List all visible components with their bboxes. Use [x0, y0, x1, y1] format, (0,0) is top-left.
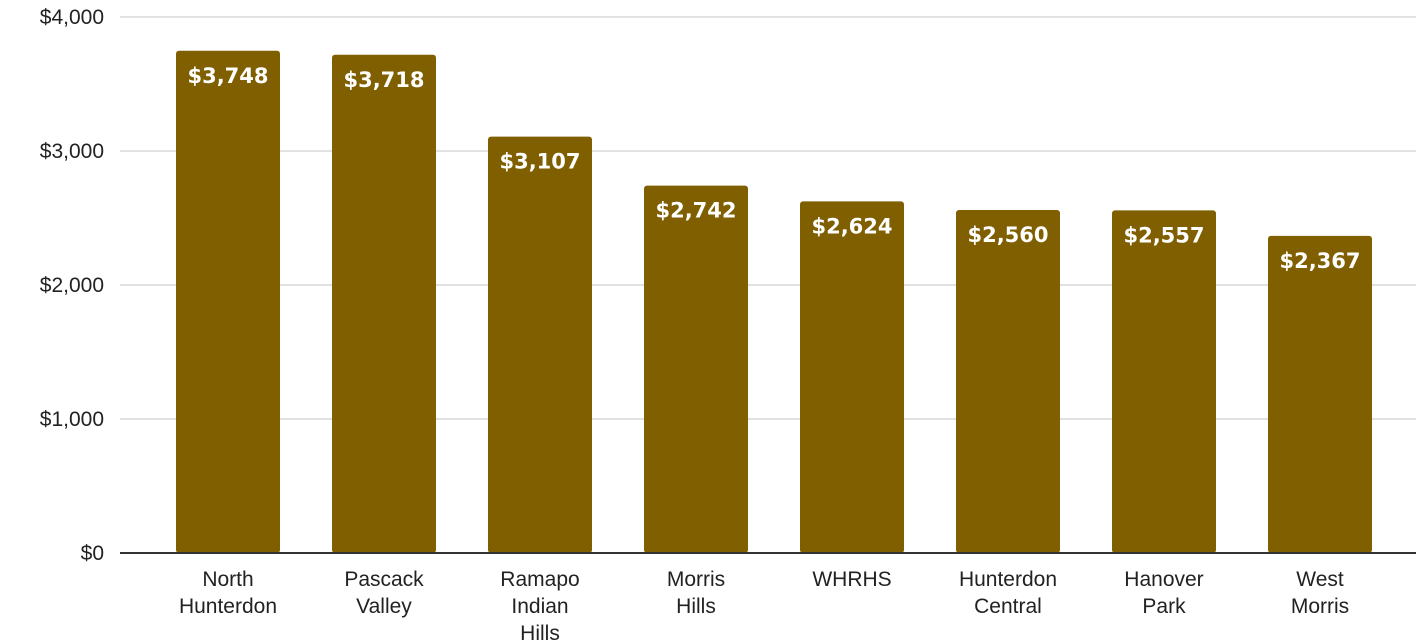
- gridlines: [120, 16, 1416, 420]
- bar: [956, 209, 1060, 553]
- bar: [488, 136, 592, 554]
- x-tick-label-line: Hills: [676, 595, 716, 618]
- x-tick-label: WHRHS: [812, 568, 891, 591]
- x-tick-label-line: WHRHS: [812, 568, 891, 591]
- data-label: $2,557: [1123, 223, 1204, 247]
- y-tick-label: $2,000: [40, 274, 104, 297]
- x-tick-label-line: Indian: [511, 595, 568, 618]
- x-tick-label: Hanover Park: [1124, 568, 1203, 618]
- x-axis-labels: North Hunterdon Pascack Valley Ramapo Indian H…: [179, 568, 1349, 644]
- x-tick-label-line: Hunterdon: [179, 595, 277, 618]
- x-tick-label-line: Ramapo: [500, 568, 579, 591]
- data-label: $2,742: [655, 199, 736, 223]
- bar: [176, 50, 280, 553]
- x-tick-label-line: Park: [1142, 595, 1186, 618]
- x-tick-label-line: Central: [974, 595, 1042, 618]
- data-label: $2,560: [967, 223, 1048, 247]
- bar: [1112, 210, 1216, 553]
- x-tick-label-line: North: [202, 568, 253, 591]
- y-axis-ticks: $0 $1,000 $2,000 $3,000 $4,000: [40, 6, 104, 565]
- y-tick-label: $3,000: [40, 140, 104, 163]
- x-tick-label-line: Hunterdon: [959, 568, 1057, 591]
- bar: [800, 201, 904, 553]
- bar: [332, 54, 436, 554]
- x-tick-label-line: Morris: [1291, 595, 1349, 618]
- data-label: $2,624: [811, 214, 892, 238]
- x-tick-label: Morris Hills: [667, 568, 725, 618]
- x-tick-label: Pascack Valley: [344, 568, 424, 618]
- x-tick-label: Ramapo Indian Hills: [500, 568, 579, 644]
- x-tick-label: North Hunterdon: [179, 568, 277, 618]
- x-tick-label: Hunterdon Central: [959, 568, 1057, 618]
- y-tick-label: $1,000: [40, 408, 104, 431]
- data-label: $3,107: [499, 150, 580, 174]
- x-tick-label-line: Pascack: [344, 568, 424, 591]
- bars: [176, 50, 1372, 554]
- x-tick-label-line: Valley: [356, 595, 412, 618]
- x-tick-label-line: West: [1296, 568, 1344, 591]
- x-tick-label-line: Hanover: [1124, 568, 1203, 591]
- y-tick-label: $0: [81, 542, 104, 565]
- x-tick-label-line: Morris: [667, 568, 725, 591]
- data-label: $2,367: [1279, 249, 1360, 273]
- data-label: $3,748: [187, 64, 268, 88]
- x-tick-label-line: Hills: [520, 622, 560, 644]
- data-label: $3,718: [343, 68, 424, 92]
- bar: [644, 185, 748, 553]
- y-tick-label: $4,000: [40, 6, 104, 29]
- data-labels: $3,748 $3,718 $3,107 $2,742 $2,624 $2,560 $2,5…: [187, 64, 1360, 273]
- x-tick-label: West Morris: [1291, 568, 1349, 618]
- bar: [1268, 235, 1372, 553]
